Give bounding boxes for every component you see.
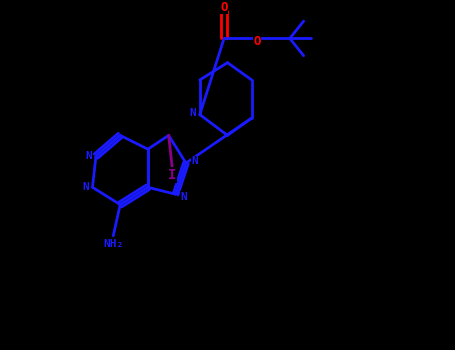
Text: N: N <box>86 151 92 161</box>
Text: N: N <box>181 192 187 202</box>
Text: NH₂: NH₂ <box>103 239 123 250</box>
Text: O: O <box>253 35 261 48</box>
Text: O: O <box>220 1 228 14</box>
Text: N: N <box>191 156 198 166</box>
Text: N: N <box>189 108 196 118</box>
Text: N: N <box>82 182 89 192</box>
Text: I: I <box>168 168 176 182</box>
